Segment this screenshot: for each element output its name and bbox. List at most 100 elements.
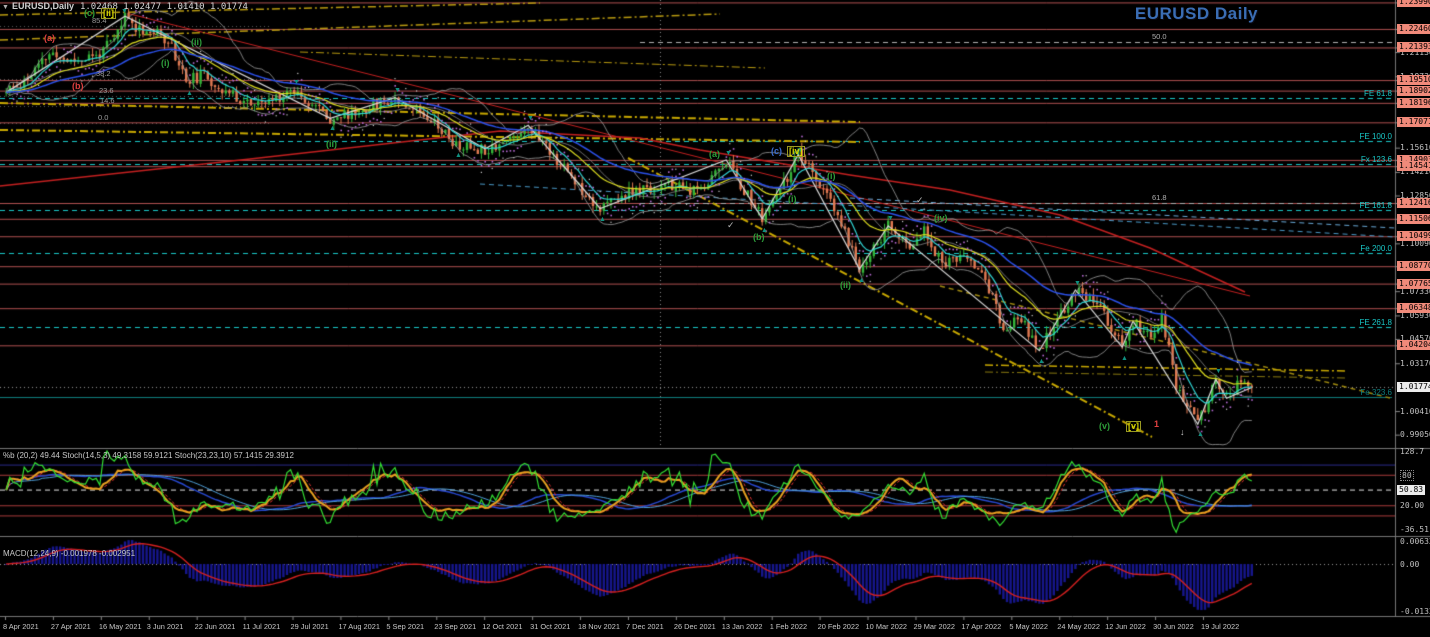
wave-label: (i) (827, 171, 836, 181)
fractal-down-icon: ▼ (527, 115, 534, 122)
stoch-current-badge: 50.83 (1397, 484, 1426, 495)
date-label: 18 Nov 2021 (578, 622, 620, 631)
price-level-badge: 1.21393 (1397, 42, 1430, 53)
price-level-badge: 1.08770 (1397, 261, 1430, 272)
date-label: 26 Dec 2021 (673, 622, 716, 631)
date-label: 11 Jul 2021 (242, 622, 281, 631)
date-label: 17 Apr 2022 (961, 622, 1002, 631)
wave-label: [ii] (101, 8, 116, 19)
fib-retracement-label: 85.4 (92, 16, 107, 25)
fractal-up-icon: ▲ (761, 227, 768, 234)
price-level-badge: 1.17071 (1397, 117, 1430, 128)
wave-label: (b) (72, 81, 84, 91)
fib-retracement-label: 38.2 (96, 69, 111, 78)
wave-label: (b) (753, 232, 765, 242)
macd-scale-tick: 0.00 (1400, 559, 1420, 569)
price-level-badge: 1.11506 (1397, 213, 1430, 224)
wave-label: (ii) (840, 280, 851, 290)
date-label: 29 Jul 2021 (290, 622, 329, 631)
fractal-down-icon: ▼ (725, 150, 732, 157)
price-scale-tick: 1.07330 (1400, 286, 1430, 296)
fib-extension-label: Fe 200.0 (1360, 244, 1392, 253)
stoch-scale-tick: 20.00 (1400, 500, 1425, 510)
price-level-badge: 1.18902 (1397, 85, 1430, 96)
date-label: 10 Mar 2022 (865, 622, 908, 631)
stoch-scale-tick: -36.51 (1400, 524, 1429, 534)
symbol-period-label: EURUSD,Daily (11, 1, 74, 11)
chart-mark-icon: ✓ (727, 220, 735, 230)
macd-label: MACD(12,24,9) -0.001978 -0.002951 (3, 549, 136, 558)
fractal-down-icon: ▼ (121, 8, 128, 15)
stoch-scale-tick: 80 (1400, 470, 1414, 482)
wave-label: (i) (788, 194, 797, 204)
price-scale-tick: 1.12850 (1400, 190, 1430, 200)
fractal-down-icon: ▼ (797, 147, 804, 154)
fractal-down-icon: ▼ (887, 215, 894, 222)
fractal-up-icon: ▲ (599, 216, 606, 223)
price-level-badge: 1.07765 (1397, 278, 1430, 289)
fib-extension-label: FE 261.8 (1359, 318, 1392, 327)
date-label: 12 Jun 2022 (1105, 622, 1146, 631)
price-level-badge: 1.14541 (1397, 161, 1430, 172)
fractal-up-icon: ▲ (1197, 431, 1204, 438)
fib-extension-label: Fe 323.6 (1360, 388, 1392, 397)
symbol-dropdown-icon[interactable]: ▼ (2, 4, 9, 11)
wave-label: (ii) (191, 37, 202, 47)
wave-label: 1 (1154, 419, 1160, 429)
date-label: 12 Oct 2021 (482, 622, 523, 631)
fractal-down-icon: ▼ (394, 87, 401, 94)
price-level-badge: 1.12416 (1397, 198, 1430, 208)
fib-extension-label: FE 61.8 (1363, 89, 1392, 98)
wave-label: [v] (1126, 421, 1141, 432)
date-label: 20 Feb 2022 (817, 622, 860, 631)
date-label: 23 Sep 2021 (434, 622, 477, 631)
date-label: 31 Oct 2021 (530, 622, 571, 631)
fib-retracement-label: 0.0 (98, 113, 109, 122)
price-scale-tick: 1.14210 (1400, 167, 1430, 177)
date-label: 13 Jan 2022 (721, 622, 763, 631)
wave-label: [iv] (787, 146, 805, 157)
watermark: EURUSD Daily (1134, 4, 1258, 23)
wave-label: (c) (84, 8, 95, 18)
date-label: 29 Mar 2022 (913, 622, 955, 631)
fib-retracement-label: 14.6 (100, 96, 115, 105)
price-level-badge: 1.18196 (1397, 97, 1430, 108)
wave-label: (a) (44, 33, 55, 43)
date-label: 19 Jul 2022 (1201, 622, 1240, 631)
stoch-scale-tick: 128.7 (1400, 446, 1425, 456)
wave-label: (a) (709, 149, 720, 159)
ohlc-values: 1.02468 1.02477 1.01410 1.01774 (79, 2, 248, 12)
fractal-up-icon: ▲ (1038, 358, 1045, 365)
fib-retracement-label: 50.0 (1152, 32, 1167, 41)
date-label: 24 May 2022 (1057, 622, 1100, 631)
wave-label: (i) (161, 58, 170, 68)
fractal-up-icon: ▲ (329, 125, 336, 132)
date-label: 3 Jun 2021 (146, 622, 184, 631)
price-level-badge: 1.22460 (1397, 23, 1430, 34)
fractal-up-icon: ▲ (455, 152, 462, 159)
fractal-up-icon: ▲ (858, 277, 865, 284)
price-level-badge: 1.06348 (1397, 303, 1430, 314)
date-label: 7 Dec 2021 (625, 622, 664, 631)
fib-extension-label: FE 100.0 (1359, 132, 1392, 141)
price-level-badge: 1.04204 (1397, 340, 1430, 351)
chart-mark-icon: ✓ (916, 195, 924, 205)
fractal-up-icon: ▲ (186, 90, 193, 97)
macd-scale-tick: -0.01326 (1400, 606, 1430, 616)
price-scale-tick: 1.10090 (1400, 238, 1430, 248)
date-label: 16 May 2021 (98, 622, 142, 631)
current-price-badge: 1.01774 (1397, 382, 1430, 393)
fib-extension-label: Fx 123.6 (1360, 155, 1392, 164)
fib-retracement-label: 61.8 (1152, 193, 1167, 202)
date-label: 27 Apr 2021 (50, 622, 91, 631)
price-scale-tick: 0.99050 (1400, 430, 1430, 440)
fractal-down-icon: ▼ (1215, 368, 1222, 375)
fractal-up-icon: ▲ (1121, 355, 1128, 362)
date-label: 5 Sep 2021 (386, 622, 425, 631)
chart-titlebar: ▼ EURUSD,Daily 1.02468 1.02477 1.01410 1.0… (2, 1, 248, 12)
wave-label: (iv) (934, 213, 948, 223)
price-scale-tick: 1.04570 (1400, 334, 1430, 344)
